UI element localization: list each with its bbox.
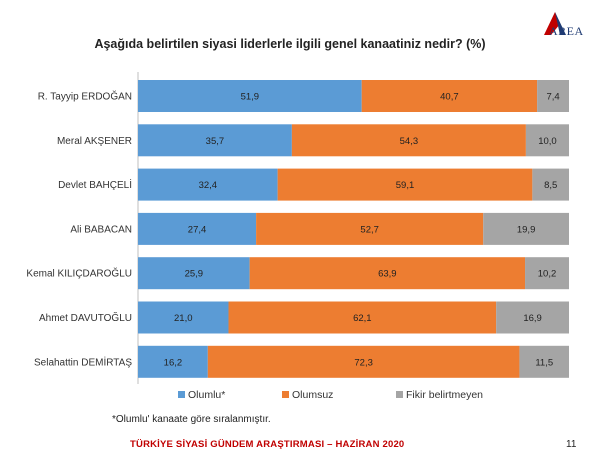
legend-label-fikir-belirtmeyen: Fikir belirtmeyen xyxy=(406,389,483,401)
bar-segment-olumsuz xyxy=(249,257,526,290)
logo-text: AREA xyxy=(549,24,584,38)
data-label-olumlu: 32,4 xyxy=(199,180,218,191)
bar-segment-olumlu xyxy=(138,345,208,378)
data-label-fikir-belirtmeyen: 11,5 xyxy=(535,357,553,368)
data-label-olumsuz: 72,3 xyxy=(354,357,373,368)
legend-label-olumlu: Olumlu* xyxy=(188,389,225,401)
bar-segment-olumsuz xyxy=(207,345,520,378)
bar-segment-fikir-belirtmeyen xyxy=(532,168,569,201)
category-label: Ahmet DAVUTOĞLU xyxy=(39,311,132,324)
data-label-fikir-belirtmeyen: 8,5 xyxy=(544,180,557,191)
data-label-olumsuz: 54,3 xyxy=(400,136,419,147)
area-logo-icon xyxy=(544,12,566,35)
category-label: Selahattin DEMİRTAŞ xyxy=(34,355,132,368)
bar-segment-fikir-belirtmeyen xyxy=(525,124,569,157)
legend-label-olumsuz: Olumsuz xyxy=(292,389,333,401)
data-label-olumlu: 51,9 xyxy=(241,92,260,103)
legend-swatch-fikir-belirtmeyen xyxy=(396,391,403,398)
bar-segment-olumsuz xyxy=(228,301,497,334)
data-label-fikir-belirtmeyen: 19,9 xyxy=(517,224,536,235)
footnote: *Olumlu' kanaate göre sıralanmıştır. xyxy=(112,414,271,425)
category-label: R. Tayyip ERDOĞAN xyxy=(38,90,132,103)
category-label: Devlet BAHÇELİ xyxy=(58,178,132,191)
bar-segment-olumsuz xyxy=(361,80,538,112)
bar-segment-fikir-belirtmeyen xyxy=(496,301,569,334)
bar-segment-olumsuz xyxy=(256,212,484,245)
chart-title: Aşağıda belirtilen siyasi liderlerle ilg… xyxy=(94,37,486,51)
data-label-olumsuz: 40,7 xyxy=(440,92,459,103)
footer-title: TÜRKİYE SİYASİ GÜNDEM ARAŞTIRMASI – HAZİ… xyxy=(130,439,405,450)
bar-segment-olumsuz xyxy=(291,124,526,157)
data-label-olumsuz: 62,1 xyxy=(353,313,372,324)
bar-segment-fikir-belirtmeyen xyxy=(525,257,569,290)
category-label: Kemal KILIÇDAROĞLU xyxy=(26,267,132,280)
bar-segment-olumlu xyxy=(138,212,257,245)
bar-segment-fikir-belirtmeyen xyxy=(537,80,569,112)
legend-swatch-olumlu xyxy=(178,391,185,398)
bar-segment-fikir-belirtmeyen xyxy=(483,212,569,245)
data-label-fikir-belirtmeyen: 10,2 xyxy=(538,269,557,280)
bar-segment-olumlu xyxy=(138,168,278,201)
bar-segment-olumlu xyxy=(138,124,292,157)
bar-segment-olumlu xyxy=(138,301,229,334)
data-label-olumsuz: 59,1 xyxy=(396,180,415,191)
bar-segment-olumsuz xyxy=(277,168,533,201)
data-label-olumsuz: 63,9 xyxy=(378,269,397,280)
category-label: Ali BABACAN xyxy=(70,224,132,235)
data-label-fikir-belirtmeyen: 16,9 xyxy=(523,313,542,324)
category-label: Meral AKŞENER xyxy=(57,136,132,147)
page-number: 11 xyxy=(566,439,577,450)
data-label-olumlu: 27,4 xyxy=(188,224,207,235)
data-label-olumlu: 25,9 xyxy=(185,269,204,280)
data-label-olumsuz: 52,7 xyxy=(360,224,379,235)
data-label-fikir-belirtmeyen: 7,4 xyxy=(546,92,559,103)
legend-swatch-olumsuz xyxy=(282,391,289,398)
data-label-olumlu: 16,2 xyxy=(164,357,183,368)
data-label-olumlu: 35,7 xyxy=(206,136,225,147)
bar-segment-olumlu xyxy=(138,257,250,290)
data-label-olumlu: 21,0 xyxy=(174,313,193,324)
bar-segment-olumlu xyxy=(138,80,362,112)
data-label-fikir-belirtmeyen: 10,0 xyxy=(538,136,557,147)
bar-segment-fikir-belirtmeyen xyxy=(519,345,569,378)
